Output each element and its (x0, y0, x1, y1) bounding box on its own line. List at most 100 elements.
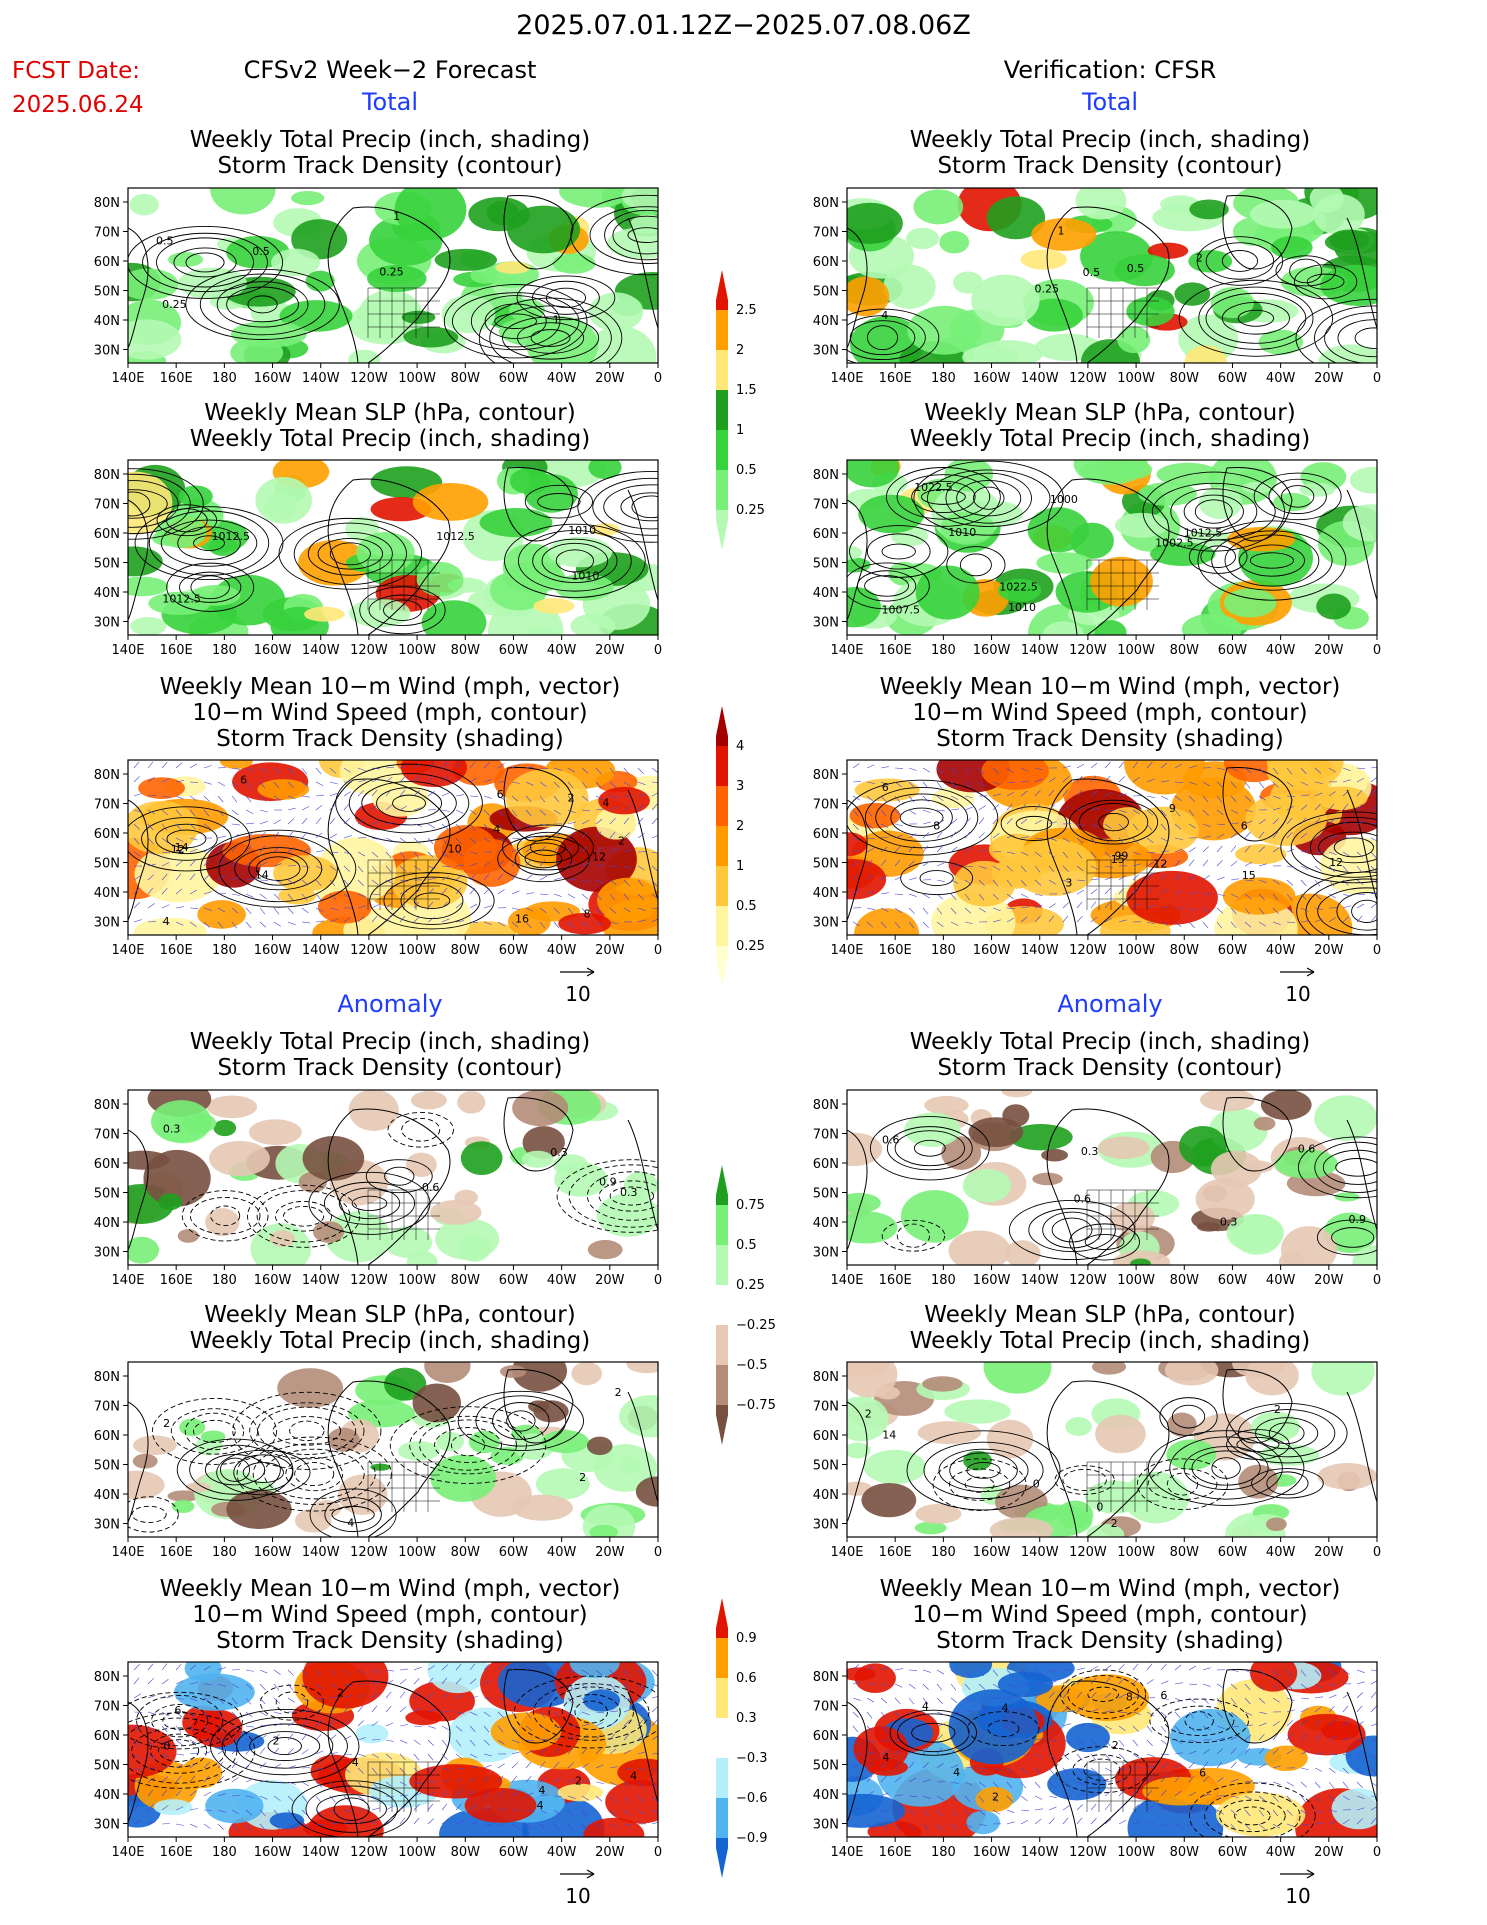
wind-vector (1090, 775, 1097, 783)
shading-patch (464, 1788, 537, 1823)
panel-title-p2L-line1: Weekly Mean SLP (hPa, contour) (204, 400, 576, 426)
wind-vector (1342, 803, 1349, 811)
wind-vector (922, 893, 930, 899)
shading-patch (434, 248, 498, 271)
contour-label: 0.3 (163, 1122, 181, 1135)
contour-label: 4 (493, 823, 500, 836)
wind-vector (231, 767, 240, 770)
wind-vector (1146, 1711, 1154, 1717)
lon-tick-label: 140E (111, 371, 144, 386)
wind-vector (301, 767, 308, 775)
wind-vector (553, 907, 560, 914)
wind-vector (539, 907, 547, 914)
wind-vector (651, 879, 658, 887)
wind-vector (371, 1795, 380, 1800)
wind-vector (399, 1781, 408, 1786)
shading-patch (430, 1454, 497, 1502)
wind-vector (315, 893, 322, 901)
wind-vector (1174, 873, 1181, 881)
wind-vector (1314, 1683, 1323, 1688)
wind-vector (950, 1733, 957, 1741)
contour-line (1351, 899, 1377, 923)
wind-vector (894, 859, 901, 867)
contour-line (885, 467, 1001, 527)
wind-vector (1062, 1805, 1070, 1811)
wind-vector (1048, 1739, 1057, 1741)
wind-vector (1300, 767, 1307, 775)
wind-vector (511, 921, 519, 928)
contour-line (316, 1794, 387, 1825)
wind-vector (287, 907, 294, 914)
contour-line (128, 1691, 243, 1750)
shading-patch (210, 188, 276, 215)
shading-patch (906, 227, 940, 250)
wind-vector (1286, 767, 1293, 775)
shading-patch (1020, 249, 1068, 270)
wind-vector (511, 1791, 519, 1797)
europe-coastline (1346, 789, 1377, 901)
wind-vector (1342, 1819, 1350, 1825)
europe-coastline (1346, 1691, 1377, 1803)
lat-tick-label: 50N (94, 1459, 120, 1474)
contour-line (532, 538, 618, 584)
wind-vector (399, 879, 408, 883)
wind-vector (455, 776, 463, 783)
wind-vector (497, 873, 504, 881)
lon-tick-label: 20W (595, 1545, 625, 1560)
wind-vector (866, 1791, 874, 1797)
wind-vector (483, 1764, 492, 1769)
wind-vector (1216, 845, 1223, 853)
contour-label: 14 (882, 1428, 896, 1441)
wind-vector (133, 776, 140, 783)
wind-vector (567, 845, 574, 853)
contour-line (193, 535, 225, 551)
contour-label: 2 (163, 1417, 170, 1430)
wind-vector (567, 861, 575, 867)
wind-vector (203, 1665, 212, 1671)
wind-vector (287, 893, 294, 901)
wind-vector (343, 1767, 351, 1773)
wind-vector (1174, 1752, 1183, 1755)
wind-vector (1328, 818, 1335, 825)
wind-vector (1048, 1705, 1055, 1713)
wind-vector (147, 1678, 154, 1685)
wind-vector (441, 887, 448, 895)
wind-vector (651, 865, 658, 872)
wind-vector (1090, 823, 1099, 828)
wind-vector (1314, 1734, 1322, 1741)
wind-vector (455, 1820, 464, 1825)
wind-vector (1076, 851, 1083, 859)
verification-column-title: Verification: CFSR (1003, 56, 1217, 84)
wind-vector (385, 1705, 392, 1713)
lat-tick-label: 70N (94, 498, 120, 513)
wind-vector (651, 851, 658, 854)
wind-vector (455, 823, 462, 831)
wind-vector (1300, 879, 1307, 887)
wind-vector (1300, 1809, 1308, 1816)
wind-vector (1286, 907, 1294, 914)
contour-label: 0.25 (162, 298, 187, 311)
lat-tick-label: 30N (813, 1818, 839, 1833)
wind-vector (651, 1781, 658, 1789)
contour-line (128, 1717, 238, 1784)
wind-vector (1160, 888, 1168, 895)
wind-vector (978, 1781, 986, 1788)
wind-vector (161, 823, 168, 831)
wind-vector (581, 795, 589, 802)
shading-patch (583, 1817, 645, 1837)
lat-tick-label: 70N (94, 1128, 120, 1143)
wind-vector (964, 847, 973, 853)
wind-vector (1104, 791, 1113, 797)
wind-vector (147, 837, 154, 845)
wind-vector (595, 1669, 603, 1676)
shading-patch (1250, 199, 1317, 229)
contour-label: 0.9 (599, 1176, 617, 1189)
wind-vector (315, 781, 324, 786)
wind-vector (287, 1765, 296, 1769)
wind-vector (189, 809, 196, 817)
wind-vector (1020, 790, 1028, 797)
wind-vector (651, 817, 658, 825)
wind-vector (161, 862, 170, 867)
wind-vector (1370, 879, 1377, 884)
